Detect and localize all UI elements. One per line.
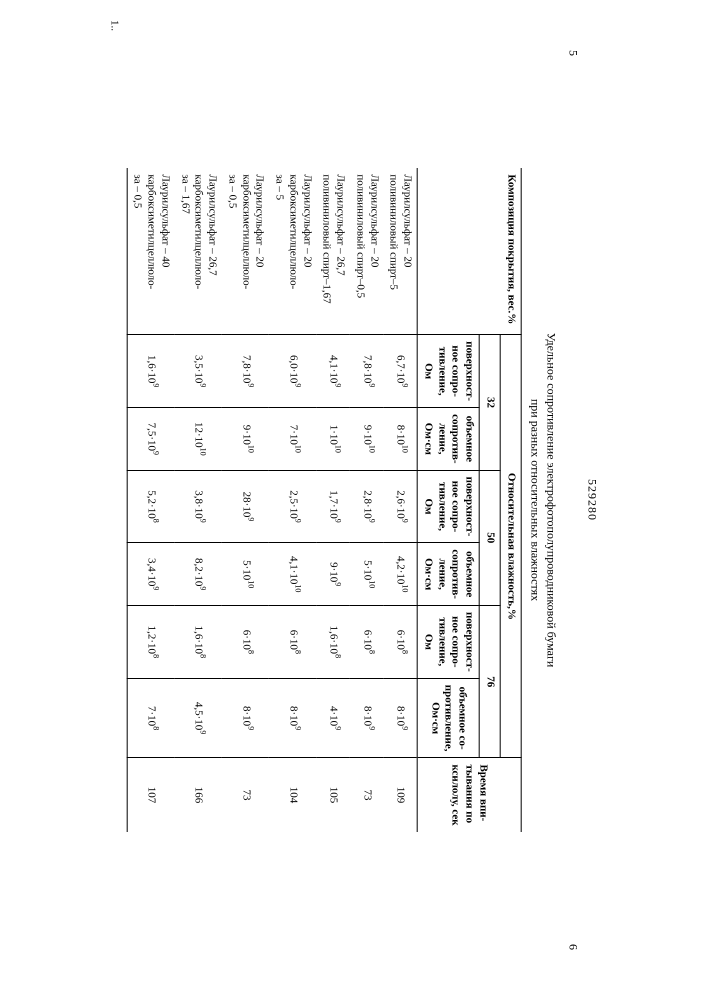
table-row: Лаурилсульфат – 26,7поливиниловый спирт–…	[316, 168, 350, 831]
cell-32-surface: 6,0·109	[269, 335, 316, 408]
table-row: Лаурилсульфат – 20поливиниловый спирт–0,…	[349, 168, 383, 831]
cell-76-surface: 6·108	[269, 605, 316, 678]
table-row: Лаурилсульфат – 20карбоксиметилцеллюло-з…	[221, 168, 268, 831]
caption-line-2: при разных относительных влажностях	[527, 20, 543, 980]
cell-32-surface: 7,8·109	[349, 335, 383, 408]
cell-50-volume: 4,1·1010	[269, 543, 316, 606]
col-time: Время впи- тывания по ксилолу, сек	[417, 758, 521, 832]
cell-50-volume: 3,4·109	[126, 543, 174, 606]
cell-50-volume: 8,2·109	[174, 543, 221, 606]
doc-number: 529280	[584, 20, 599, 980]
cell-76-surface: 1,6·108	[174, 605, 221, 678]
cell-32-volume: 1·1010	[316, 408, 350, 471]
page-number-right: 6	[565, 944, 580, 950]
col-76-surface: поверхност-ное сопро-тивление,Ом	[417, 605, 479, 678]
cell-time: 73	[349, 758, 383, 832]
cell-composition: Лаурилсульфат – 20карбоксиметилцеллюло-з…	[221, 168, 268, 334]
cell-composition: Лаурилсульфат – 20поливиниловый спирт–0,…	[349, 168, 383, 334]
cell-composition: Лаурилсульфат – 40карбоксиметилцеллюло-з…	[126, 168, 174, 334]
col-composition: Композиция покрытия, вес.%	[417, 168, 521, 334]
cell-composition: Лаурилсульфат – 20поливиниловый спирт–5	[383, 168, 417, 334]
col-50: 50	[479, 470, 500, 605]
cell-76-surface: 1,2·108	[126, 605, 174, 678]
table-row: Лаурилсульфат – 26,7карбоксиметилцеллюло…	[174, 168, 221, 831]
cell-50-surface: 5,2·108	[126, 470, 174, 543]
col-humidity: Относительная влажность,%	[500, 335, 521, 758]
cell-32-surface: 1,6·109	[126, 335, 174, 408]
cell-50-volume: 5·1010	[221, 543, 268, 606]
cell-50-surface: 2,6·109	[383, 470, 417, 543]
cell-50-volume: 9·109	[316, 543, 350, 606]
table-row: Лаурилсульфат – 20поливиниловый спирт–56…	[383, 168, 417, 831]
page: 529280 5 6 Удельное сопротивление электр…	[108, 20, 599, 980]
col-32-volume: объемноесопротив-ление,Ом·см	[417, 408, 479, 471]
cell-76-volume: 8·109	[221, 678, 268, 758]
cell-50-surface: 28·109	[221, 470, 268, 543]
cell-32-volume: 7·1010	[269, 408, 316, 471]
page-number-left: 5	[565, 50, 580, 56]
cell-50-surface: 2,5·109	[269, 470, 316, 543]
caption-line-1: Удельное сопротивление электрофотополупр…	[543, 20, 559, 980]
col-50-surface: поверхност-ное сопро-тивление,Ом	[417, 470, 479, 543]
cell-composition: Лаурилсульфат – 26,7поливиниловый спирт–…	[316, 168, 350, 334]
cell-76-volume: 8·109	[383, 678, 417, 758]
page-numbers: 5 6	[565, 20, 580, 980]
cell-50-surface: 2,8·109	[349, 470, 383, 543]
cell-32-volume: 9·1010	[221, 408, 268, 471]
col-76: 76	[479, 605, 500, 758]
cell-32-surface: 6,7·109	[383, 335, 417, 408]
cell-50-volume: 4,2·1010	[383, 543, 417, 606]
cell-50-volume: 5·1010	[349, 543, 383, 606]
col-50-volume: объемноесопротив-ление,Ом·см	[417, 543, 479, 606]
cell-time: 73	[221, 758, 268, 832]
cell-32-volume: 7,5·109	[126, 408, 174, 471]
cell-76-volume: 4,5·109	[174, 678, 221, 758]
table-row: Лаурилсульфат – 20карбоксиметилцеллюло-з…	[269, 168, 316, 831]
cell-32-surface: 3,5·109	[174, 335, 221, 408]
cell-76-volume: 4·109	[316, 678, 350, 758]
cell-time: 105	[316, 758, 350, 832]
cell-76-surface: 6·108	[349, 605, 383, 678]
cell-32-surface: 4,1·109	[316, 335, 350, 408]
cell-time: 107	[126, 758, 174, 832]
cell-50-surface: 3,8·109	[174, 470, 221, 543]
cell-76-surface: 6·108	[221, 605, 268, 678]
col-76-volume: объемное со-противление,Ом·см	[417, 678, 479, 758]
cell-time: 166	[174, 758, 221, 832]
cell-32-surface: 7,8·109	[221, 335, 268, 408]
table-caption: Удельное сопротивление электрофотополупр…	[527, 20, 559, 980]
cell-time: 104	[269, 758, 316, 832]
table-row: Лаурилсульфат – 40карбоксиметилцеллюло-з…	[126, 168, 174, 831]
resistivity-table: Композиция покрытия, вес.% Относительная…	[126, 168, 521, 831]
cell-32-volume: 12·1010	[174, 408, 221, 471]
cell-time: 109	[383, 758, 417, 832]
cell-76-surface: 1,6·108	[316, 605, 350, 678]
cell-50-surface: 1,7·109	[316, 470, 350, 543]
cell-32-volume: 9·1010	[349, 408, 383, 471]
cell-76-volume: 8·109	[349, 678, 383, 758]
col-32-surface: поверхност-ное сопро-тивление,Ом	[417, 335, 479, 408]
cell-composition: Лаурилсульфат – 26,7карбоксиметилцеллюло…	[174, 168, 221, 334]
cell-76-surface: 6·108	[383, 605, 417, 678]
footer-mark: 1..	[108, 20, 120, 980]
cell-76-volume: 8·109	[269, 678, 316, 758]
cell-76-volume: 7·108	[126, 678, 174, 758]
col-32: 32	[479, 335, 500, 470]
cell-32-volume: 8·1010	[383, 408, 417, 471]
cell-composition: Лаурилсульфат – 20карбоксиметилцеллюло-з…	[269, 168, 316, 334]
